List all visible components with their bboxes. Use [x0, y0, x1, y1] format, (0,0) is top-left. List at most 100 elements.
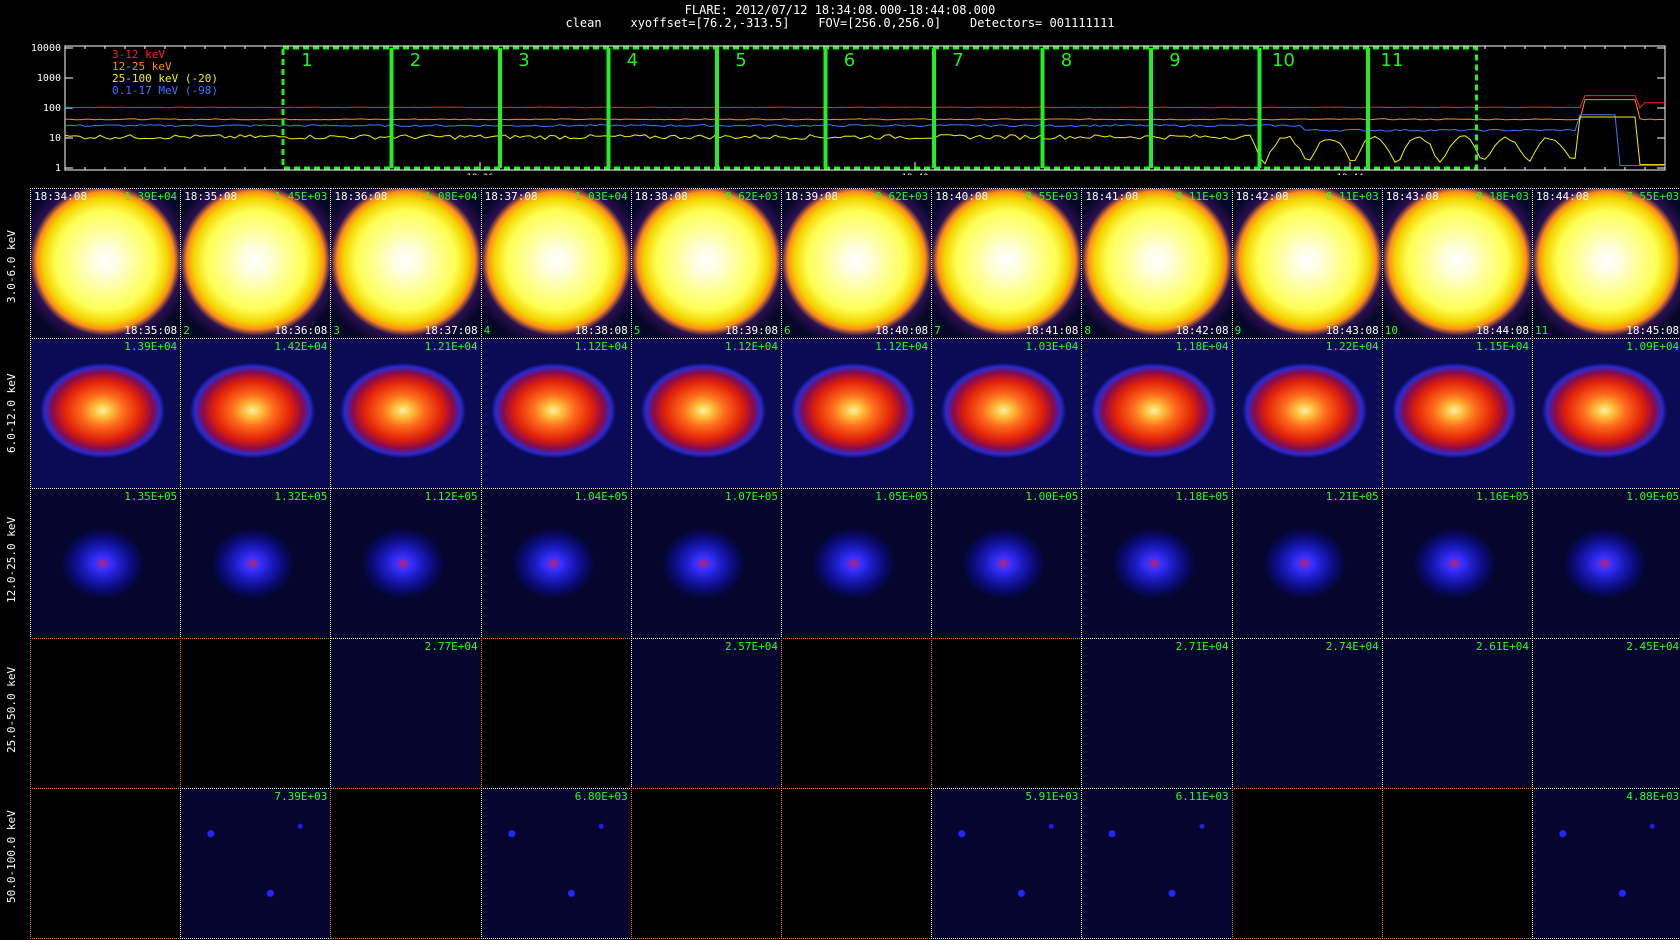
- panel-start-time: 18:39:08: [785, 190, 838, 203]
- legend-entry: 0.1-17 MeV (-98): [112, 84, 218, 97]
- panel-start-time: 18:37:08: [484, 190, 538, 203]
- image-panel: [1381, 788, 1533, 939]
- panel-peak-value: 1.12E+05: [424, 490, 478, 503]
- panel-peak-value: 1.00E+05: [1025, 490, 1079, 503]
- energy-band-label: 6.0-12.0 keV: [5, 373, 18, 453]
- image-panel: 1.07E+05: [630, 488, 782, 639]
- y-tick-label: 1000: [37, 73, 61, 84]
- panel-peak-value: 1.18E+05: [1175, 490, 1229, 503]
- panel-peak-value: 9.62E+03: [725, 190, 778, 203]
- x-tick-label: 18:40: [901, 173, 928, 175]
- panel-end-time: 18:39:08: [725, 324, 778, 337]
- image-parameters: clean xyoffset=[76.2,-313.5] FOV=[256.0,…: [565, 16, 1115, 30]
- flare-title: FLARE: 2012/07/12 18:34:08.000-18:44:08.…: [684, 3, 996, 17]
- panel-start-time: 18:44:08: [1536, 190, 1589, 203]
- image-panel: [781, 638, 933, 789]
- panel-end-time: 18:45:08: [1626, 324, 1680, 337]
- panel-peak-value: 7.39E+03: [274, 790, 328, 803]
- image-panel: [180, 638, 332, 789]
- panel-peak-value: 7.55E+03: [1626, 190, 1680, 203]
- panel-peak-value: 1.09E+05: [1626, 490, 1680, 503]
- image-panel: 18:43:08 18:44:08 10 8.18E+03: [1381, 188, 1533, 339]
- image-panel: 6.11E+03: [1081, 788, 1233, 939]
- panel-peak-value: 1.09E+04: [1626, 340, 1680, 353]
- image-panel: 4.88E+03: [1532, 788, 1680, 939]
- panel-peak-value: 1.12E+04: [875, 340, 929, 353]
- panel-start-time: 18:36:08: [334, 190, 388, 203]
- panel-peak-value: 1.12E+04: [574, 340, 628, 353]
- image-panel: 18:37:08 18:38:08 4 1.03E+04: [480, 188, 632, 339]
- image-panel: 18:42:08 18:43:08 9 8.11E+03: [1231, 188, 1383, 339]
- image-panel: 18:41:08 18:42:08 8 8.11E+03: [1081, 188, 1233, 339]
- image-panel: 1.39E+04: [30, 338, 182, 489]
- y-tick-label: 100: [43, 103, 61, 114]
- image-panel: [330, 788, 482, 939]
- panel-end-time: 18:43:08: [1325, 324, 1379, 337]
- panel-start-time: 18:38:08: [634, 190, 688, 203]
- image-panel: 1.05E+05: [781, 488, 933, 639]
- panel-peak-value: 1.03E+04: [574, 190, 628, 203]
- image-panel: 1.18E+05: [1081, 488, 1233, 639]
- image-panel: 18:44:08 18:45:08 11 7.55E+03: [1532, 188, 1680, 339]
- panel-start-time: 18:42:08: [1235, 190, 1289, 203]
- panel-peak-value: 8.18E+03: [1476, 190, 1529, 203]
- panel-index: 5: [633, 324, 641, 337]
- image-panel: [30, 788, 182, 939]
- image-panel: 18:40:08 18:41:08 7 8.55E+03: [931, 188, 1083, 339]
- image-panel: 6.80E+03: [480, 788, 632, 939]
- panel-index: 6: [784, 324, 791, 337]
- interval-number: 7: [952, 50, 963, 71]
- panel-index: 2: [183, 324, 190, 337]
- interval-number: 1: [301, 50, 312, 71]
- panel-end-time: 18:37:08: [424, 324, 478, 337]
- image-panel: [931, 638, 1083, 789]
- panel-end-time: 18:44:08: [1476, 324, 1529, 337]
- panel-end-time: 18:42:08: [1175, 324, 1229, 337]
- image-panel: 2.45E+04: [1532, 638, 1680, 789]
- panel-peak-value: 1.39E+04: [124, 190, 178, 203]
- image-panel: 2.74E+04: [1231, 638, 1383, 789]
- y-tick-label: 10000: [31, 43, 61, 54]
- panel-peak-value: 1.05E+05: [875, 490, 929, 503]
- panel-peak-value: 2.77E+04: [424, 640, 478, 653]
- panel-start-time: 18:43:08: [1385, 190, 1439, 203]
- image-panel: 2.61E+04: [1381, 638, 1533, 789]
- panel-peak-value: 2.57E+04: [725, 640, 778, 653]
- image-panel: 1.21E+04: [330, 338, 482, 489]
- panel-peak-value: 1.42E+04: [274, 340, 328, 353]
- image-panel: [30, 638, 182, 789]
- image-panel: 1.12E+05: [330, 488, 482, 639]
- panel-peak-value: 1.21E+05: [1325, 490, 1379, 503]
- image-panel: 1.00E+05: [931, 488, 1083, 639]
- interval-number: 9: [1169, 50, 1180, 71]
- y-tick-label: 10: [49, 133, 61, 144]
- interval-number: 5: [735, 50, 746, 71]
- image-panel: 5.91E+03: [931, 788, 1083, 939]
- panel-peak-value: 1.21E+04: [424, 340, 478, 353]
- image-panel: [630, 788, 782, 939]
- image-panel: 1.12E+04: [781, 338, 933, 489]
- panel-peak-value: 2.71E+04: [1175, 640, 1229, 653]
- panel-peak-value: 4.88E+03: [1626, 790, 1680, 803]
- curve-12-25keV: [64, 99, 1666, 121]
- panel-peak-value: 8.11E+03: [1175, 190, 1229, 203]
- image-panel: 1.22E+04: [1231, 338, 1383, 489]
- energy-band-label: 50.0-100.0 keV: [5, 810, 18, 903]
- interval-number: 11: [1381, 50, 1404, 71]
- curve-25-100keV: [64, 116, 1665, 166]
- image-panel: 2.57E+04: [630, 638, 782, 789]
- panel-end-time: 18:38:08: [574, 324, 628, 337]
- image-panel: 1.09E+05: [1532, 488, 1680, 639]
- panel-peak-value: 1.39E+04: [124, 340, 178, 353]
- panel-peak-value: 1.03E+04: [1025, 340, 1079, 353]
- panel-peak-value: 1.18E+04: [1175, 340, 1229, 353]
- energy-band-label: 12.0-25.0 keV: [5, 516, 18, 603]
- image-panel: [781, 788, 933, 939]
- panel-peak-value: 1.22E+04: [1325, 340, 1379, 353]
- image-panel: 1.09E+04: [1532, 338, 1680, 489]
- panel-end-time: 18:36:08: [274, 324, 328, 337]
- panel-end-time: 18:41:08: [1025, 324, 1079, 337]
- panel-peak-value: 1.08E+04: [424, 190, 478, 203]
- panel-peak-value: 8.55E+03: [1025, 190, 1079, 203]
- image-panel: [1231, 788, 1383, 939]
